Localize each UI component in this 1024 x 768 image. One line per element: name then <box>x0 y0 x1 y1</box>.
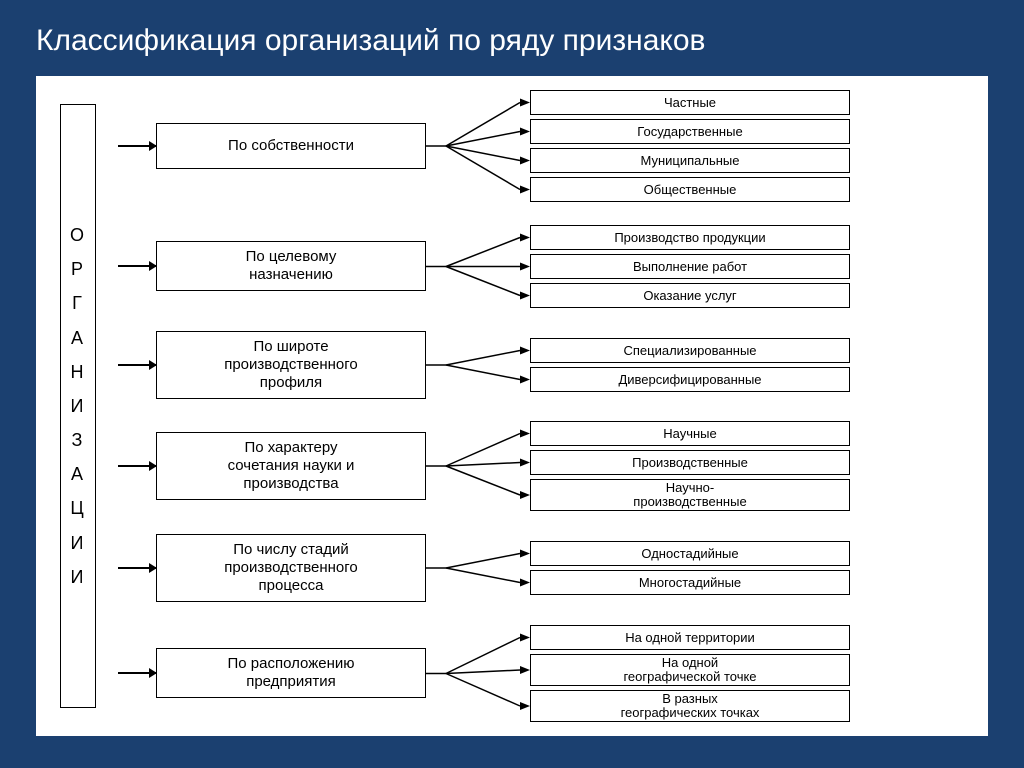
category-box: По числу стадийпроизводственногопроцесса <box>156 534 426 602</box>
fan-connector <box>426 225 530 308</box>
fan-connector <box>426 625 530 722</box>
fan-connector <box>426 331 530 399</box>
subcategory-box: Научные <box>530 421 850 446</box>
fan-connector <box>426 534 530 602</box>
classification-group: По числу стадийпроизводственногопроцесса… <box>118 534 974 602</box>
subcategory-box: Научно-производственные <box>530 479 850 511</box>
arrow-icon <box>118 567 156 569</box>
subcategory-box: Частные <box>530 90 850 115</box>
diagram-panel: О Р Г А Н И З А Ц И И По собственности Ча… <box>36 76 988 736</box>
subcategory-box: Муниципальные <box>530 148 850 173</box>
arrow-icon <box>118 145 156 147</box>
subcategory-list: Научные Производственные Научно-производст… <box>530 421 850 511</box>
subcategory-box: Диверсифицированные <box>530 367 850 392</box>
fan-connector <box>426 90 530 202</box>
subcategory-box: Производство продукции <box>530 225 850 250</box>
arrow-icon <box>118 672 156 674</box>
subcategory-list: Производство продукции Выполнение работ Ок… <box>530 225 850 308</box>
subcategory-list: Частные Государственные Муниципальные Общес… <box>530 90 850 202</box>
subcategory-box: Производственные <box>530 450 850 475</box>
category-box: По целевомуназначению <box>156 241 426 291</box>
arrow-icon <box>118 364 156 366</box>
subcategory-list: Специализированные Диверсифицированные <box>530 338 850 392</box>
subcategory-box: Оказание услуг <box>530 283 850 308</box>
slide: Классификация организаций по ряду призна… <box>0 0 1024 768</box>
classification-group: По широтепроизводственногопрофиля Специал… <box>118 331 974 399</box>
subcategory-box: Выполнение работ <box>530 254 850 279</box>
arrow-icon <box>118 465 156 467</box>
category-box: По расположениюпредприятия <box>156 648 426 698</box>
subcategory-box: Одностадийные <box>530 541 850 566</box>
diagram: О Р Г А Н И З А Ц И И По собственности Ча… <box>46 86 978 726</box>
subcategory-list: На одной территории На однойгеографическо… <box>530 625 850 722</box>
arrow-icon <box>118 265 156 267</box>
classification-group: По характерусочетания науки ипроизводств… <box>118 421 974 511</box>
root-box: О Р Г А Н И З А Ц И И <box>60 104 96 708</box>
subcategory-box: Государственные <box>530 119 850 144</box>
classification-group: По расположениюпредприятия На одной терри… <box>118 625 974 722</box>
subcategory-box: Многостадийные <box>530 570 850 595</box>
classification-group: По собственности Частные Государственные Му… <box>118 90 974 202</box>
category-box: По широтепроизводственногопрофиля <box>156 331 426 399</box>
groups-column: По собственности Частные Государственные Му… <box>118 86 974 726</box>
subcategory-list: Одностадийные Многостадийные <box>530 541 850 595</box>
classification-group: По целевомуназначению Производство продук… <box>118 225 974 308</box>
slide-title: Классификация организаций по ряду призна… <box>36 24 988 58</box>
subcategory-box: Общественные <box>530 177 850 202</box>
subcategory-box: На однойгеографической точке <box>530 654 850 686</box>
category-box: По характерусочетания науки ипроизводств… <box>156 432 426 500</box>
subcategory-box: На одной территории <box>530 625 850 650</box>
subcategory-box: В разныхгеографических точках <box>530 690 850 722</box>
fan-connector <box>426 421 530 511</box>
root-label: О Р Г А Н И З А Ц И И <box>70 218 86 594</box>
category-box: По собственности <box>156 123 426 169</box>
subcategory-box: Специализированные <box>530 338 850 363</box>
